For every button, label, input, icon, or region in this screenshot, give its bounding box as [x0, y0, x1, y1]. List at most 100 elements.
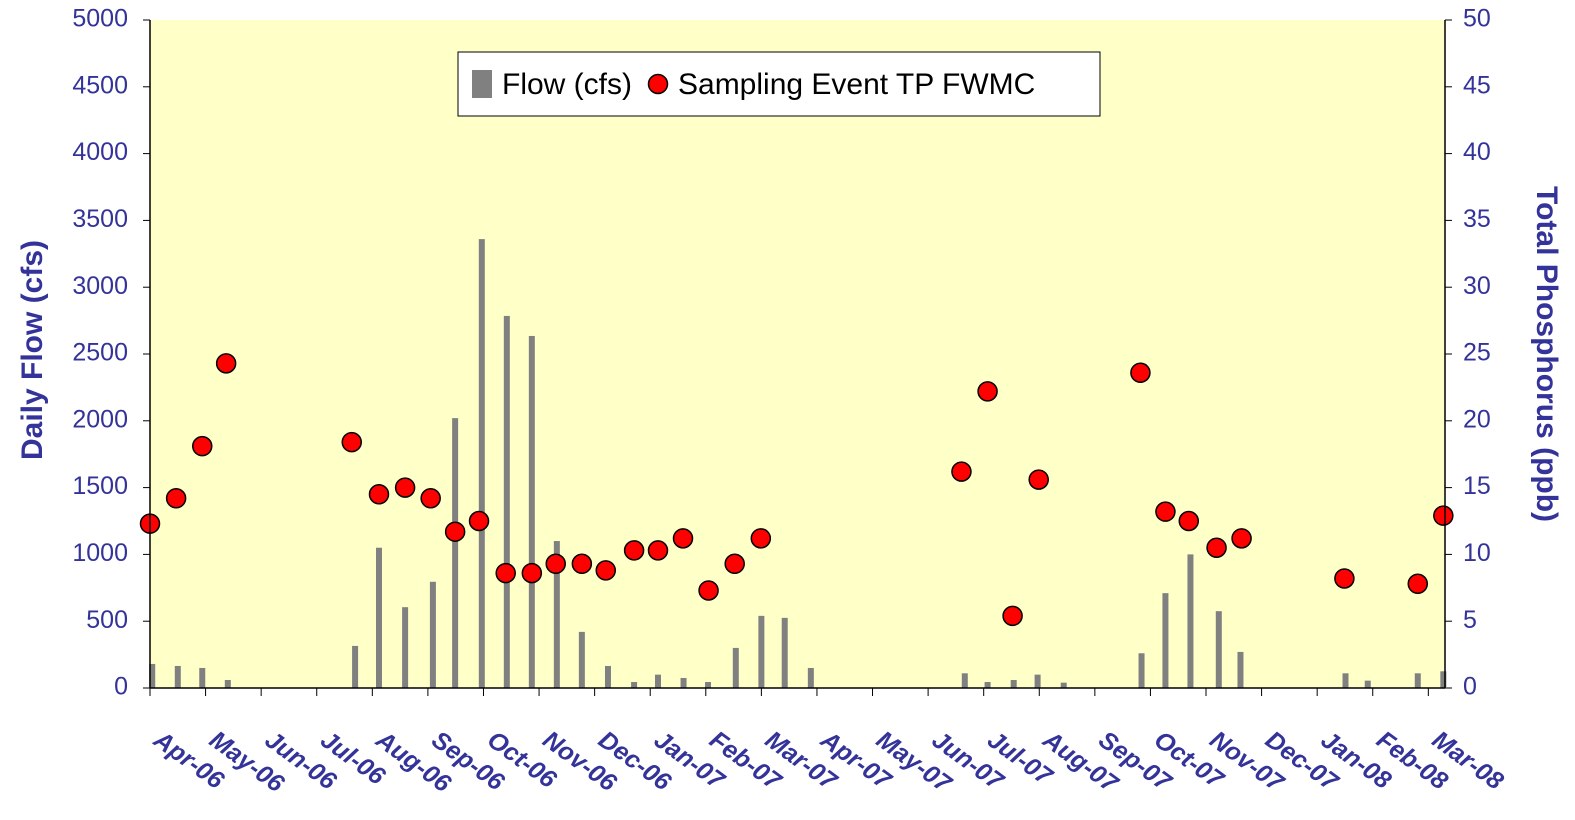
legend-swatch — [647, 73, 669, 95]
y-tick-label: 500 — [86, 606, 128, 634]
point — [1206, 537, 1227, 558]
point — [495, 562, 516, 584]
y-tick-label: 2500 — [72, 339, 128, 367]
bar — [174, 665, 181, 688]
bar — [1138, 653, 1145, 688]
bar — [528, 335, 535, 688]
point — [420, 488, 441, 509]
bar — [452, 418, 459, 688]
point — [1002, 605, 1023, 627]
point — [623, 540, 645, 561]
point — [977, 381, 998, 402]
y2-tick-label: 10 — [1463, 539, 1491, 567]
point — [341, 431, 363, 453]
y2-tick-label: 40 — [1463, 138, 1491, 166]
bar — [654, 674, 661, 688]
bar — [429, 581, 436, 688]
bar — [1034, 674, 1041, 688]
bar — [1342, 673, 1349, 688]
point — [1433, 505, 1454, 526]
bar — [149, 663, 156, 688]
point — [165, 488, 187, 509]
y2-tick-label: 30 — [1463, 272, 1491, 300]
bar — [478, 239, 485, 688]
bar — [375, 547, 382, 688]
point — [468, 510, 490, 532]
point — [750, 528, 772, 549]
bar — [199, 667, 206, 688]
y2-tick-label: 20 — [1463, 405, 1491, 433]
y2-tick-label: 15 — [1463, 472, 1491, 500]
bar — [224, 679, 231, 688]
point — [1155, 501, 1176, 522]
legend-label: Flow (cfs) — [502, 68, 632, 101]
y-tick-label: 2000 — [72, 405, 128, 433]
point — [672, 528, 694, 549]
bar — [1010, 679, 1017, 688]
point — [951, 461, 972, 482]
point — [215, 353, 237, 374]
y-tick-label: 0 — [114, 673, 128, 701]
y-tick-label: 4500 — [72, 71, 128, 99]
y-tick-label: 3000 — [72, 272, 128, 300]
point — [1334, 568, 1355, 589]
point — [1028, 469, 1049, 490]
bar — [553, 541, 560, 688]
y2-tick-label: 45 — [1463, 71, 1491, 99]
point — [1231, 528, 1252, 549]
y-tick-label: 5000 — [72, 5, 128, 33]
y2-tick-label: 5 — [1463, 606, 1477, 634]
y-tick-label: 1500 — [72, 472, 128, 500]
bar — [680, 677, 687, 688]
y2-tick-label: 35 — [1463, 205, 1491, 233]
bar — [984, 681, 991, 688]
plot-area — [150, 20, 1445, 688]
y2-tick-label: 50 — [1463, 5, 1491, 33]
bar — [1060, 682, 1067, 688]
bar — [604, 665, 611, 688]
point — [571, 553, 593, 575]
bar — [578, 631, 585, 688]
point — [394, 477, 416, 498]
bar — [631, 681, 638, 688]
bar — [352, 645, 359, 688]
bar — [732, 647, 739, 688]
y-tick-label: 4000 — [72, 138, 128, 166]
point — [595, 560, 617, 581]
y-tick-label: 3500 — [72, 205, 128, 233]
bar — [1414, 673, 1421, 688]
point — [444, 521, 466, 542]
bar — [758, 615, 765, 688]
bar — [1187, 554, 1194, 688]
bar — [781, 617, 788, 688]
y-tick-label: 1000 — [72, 539, 128, 567]
bar — [1215, 611, 1222, 688]
bar — [1440, 671, 1447, 688]
bar — [402, 607, 409, 688]
y2-axis-label: Total Phosphorus (ppb) — [1530, 186, 1563, 522]
legend-swatch — [472, 70, 492, 98]
bar — [705, 681, 712, 688]
bar — [807, 667, 814, 688]
point — [647, 540, 669, 561]
point — [368, 484, 390, 505]
legend-box — [457, 51, 1101, 117]
y2-tick-label: 25 — [1463, 339, 1491, 367]
y2-tick-label: 0 — [1463, 673, 1477, 701]
point — [698, 580, 719, 601]
legend-label: Sampling Event TP FWMC — [678, 68, 1035, 101]
bar — [1162, 593, 1169, 688]
point — [724, 553, 745, 575]
bar — [503, 315, 510, 688]
legend: Flow (cfs) Sampling Event TP FWMC — [457, 51, 1101, 117]
bar — [1364, 680, 1371, 688]
point — [191, 435, 213, 457]
point — [1130, 362, 1151, 383]
point — [545, 553, 566, 575]
bar — [961, 673, 968, 688]
point — [521, 562, 543, 584]
point — [1407, 573, 1429, 595]
point — [1178, 510, 1200, 532]
bar — [1237, 651, 1244, 688]
